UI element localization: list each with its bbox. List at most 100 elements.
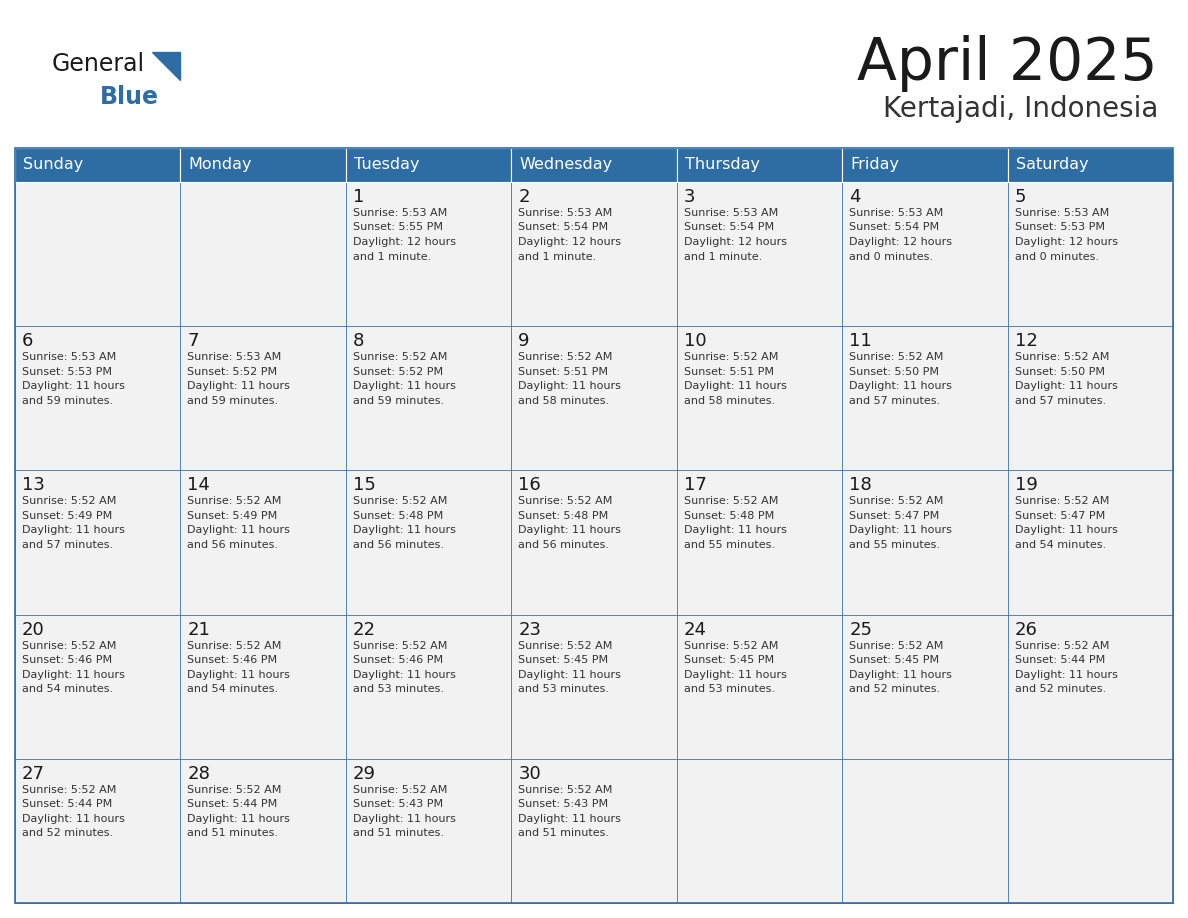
- Text: Sunrise: 5:52 AM: Sunrise: 5:52 AM: [353, 641, 447, 651]
- Bar: [181, 470, 346, 614]
- Bar: [842, 614, 1007, 759]
- Text: 6: 6: [23, 332, 33, 350]
- Text: April 2025: April 2025: [858, 35, 1158, 92]
- Text: 5: 5: [1015, 188, 1026, 206]
- Text: Daylight: 12 hours: Daylight: 12 hours: [353, 237, 456, 247]
- Text: and 59 minutes.: and 59 minutes.: [188, 396, 278, 406]
- Bar: [346, 326, 511, 470]
- Text: Sunset: 5:54 PM: Sunset: 5:54 PM: [849, 222, 940, 232]
- Bar: [511, 614, 677, 759]
- Text: Thursday: Thursday: [684, 158, 759, 173]
- Text: and 57 minutes.: and 57 minutes.: [849, 396, 940, 406]
- Text: and 55 minutes.: and 55 minutes.: [684, 540, 775, 550]
- Text: 2: 2: [518, 188, 530, 206]
- Bar: [511, 148, 677, 182]
- Text: 16: 16: [518, 476, 541, 495]
- Text: Sunset: 5:51 PM: Sunset: 5:51 PM: [684, 366, 773, 376]
- Text: Daylight: 11 hours: Daylight: 11 hours: [849, 669, 952, 679]
- Bar: [677, 614, 842, 759]
- Text: 9: 9: [518, 332, 530, 350]
- Text: Sunrise: 5:53 AM: Sunrise: 5:53 AM: [353, 208, 447, 218]
- Bar: [677, 759, 842, 903]
- Text: and 53 minutes.: and 53 minutes.: [684, 684, 775, 694]
- Text: Sunset: 5:54 PM: Sunset: 5:54 PM: [684, 222, 773, 232]
- Text: Sunset: 5:47 PM: Sunset: 5:47 PM: [849, 511, 940, 521]
- Bar: [511, 326, 677, 470]
- Text: 11: 11: [849, 332, 872, 350]
- Bar: [346, 470, 511, 614]
- Text: Sunrise: 5:52 AM: Sunrise: 5:52 AM: [1015, 497, 1108, 507]
- Text: Daylight: 11 hours: Daylight: 11 hours: [849, 381, 952, 391]
- Text: and 59 minutes.: and 59 minutes.: [23, 396, 113, 406]
- Text: Daylight: 11 hours: Daylight: 11 hours: [518, 381, 621, 391]
- Text: and 55 minutes.: and 55 minutes.: [849, 540, 940, 550]
- Text: Sunset: 5:53 PM: Sunset: 5:53 PM: [23, 366, 112, 376]
- Text: and 59 minutes.: and 59 minutes.: [353, 396, 444, 406]
- Text: and 52 minutes.: and 52 minutes.: [23, 828, 113, 838]
- Text: 10: 10: [684, 332, 707, 350]
- Text: Sunset: 5:48 PM: Sunset: 5:48 PM: [684, 511, 773, 521]
- Text: and 54 minutes.: and 54 minutes.: [1015, 540, 1106, 550]
- Bar: [511, 182, 677, 326]
- Text: 7: 7: [188, 332, 198, 350]
- Text: and 54 minutes.: and 54 minutes.: [23, 684, 113, 694]
- Text: Sunrise: 5:52 AM: Sunrise: 5:52 AM: [23, 785, 116, 795]
- Text: Sunrise: 5:52 AM: Sunrise: 5:52 AM: [1015, 641, 1108, 651]
- Bar: [346, 148, 511, 182]
- Bar: [1007, 326, 1173, 470]
- Text: and 51 minutes.: and 51 minutes.: [518, 828, 609, 838]
- Text: Daylight: 11 hours: Daylight: 11 hours: [684, 381, 786, 391]
- Bar: [677, 148, 842, 182]
- Bar: [15, 326, 181, 470]
- Text: Sunset: 5:52 PM: Sunset: 5:52 PM: [353, 366, 443, 376]
- Text: Daylight: 11 hours: Daylight: 11 hours: [1015, 669, 1118, 679]
- Text: Daylight: 11 hours: Daylight: 11 hours: [684, 525, 786, 535]
- Text: Sunrise: 5:52 AM: Sunrise: 5:52 AM: [849, 353, 943, 363]
- Text: Sunset: 5:44 PM: Sunset: 5:44 PM: [188, 800, 278, 810]
- Bar: [346, 759, 511, 903]
- Bar: [842, 326, 1007, 470]
- Text: 26: 26: [1015, 621, 1037, 639]
- Text: Sunrise: 5:52 AM: Sunrise: 5:52 AM: [518, 497, 613, 507]
- Bar: [181, 182, 346, 326]
- Bar: [1007, 182, 1173, 326]
- Bar: [181, 148, 346, 182]
- Text: Daylight: 11 hours: Daylight: 11 hours: [23, 669, 125, 679]
- Text: Sunrise: 5:52 AM: Sunrise: 5:52 AM: [849, 497, 943, 507]
- Text: Daylight: 11 hours: Daylight: 11 hours: [23, 525, 125, 535]
- Bar: [842, 759, 1007, 903]
- Text: Sunrise: 5:52 AM: Sunrise: 5:52 AM: [353, 353, 447, 363]
- Text: Sunrise: 5:52 AM: Sunrise: 5:52 AM: [684, 497, 778, 507]
- Text: 4: 4: [849, 188, 860, 206]
- Text: 19: 19: [1015, 476, 1037, 495]
- Text: Daylight: 11 hours: Daylight: 11 hours: [188, 381, 290, 391]
- Text: Sunrise: 5:52 AM: Sunrise: 5:52 AM: [188, 497, 282, 507]
- Text: and 52 minutes.: and 52 minutes.: [1015, 684, 1106, 694]
- Text: Sunset: 5:55 PM: Sunset: 5:55 PM: [353, 222, 443, 232]
- Text: and 56 minutes.: and 56 minutes.: [518, 540, 609, 550]
- Text: and 56 minutes.: and 56 minutes.: [188, 540, 278, 550]
- Text: Sunrise: 5:53 AM: Sunrise: 5:53 AM: [849, 208, 943, 218]
- Text: Sunset: 5:47 PM: Sunset: 5:47 PM: [1015, 511, 1105, 521]
- Bar: [181, 614, 346, 759]
- Text: Sunset: 5:46 PM: Sunset: 5:46 PM: [23, 655, 112, 666]
- Text: Sunset: 5:52 PM: Sunset: 5:52 PM: [188, 366, 278, 376]
- Text: Kertajadi, Indonesia: Kertajadi, Indonesia: [883, 95, 1158, 123]
- Text: Sunrise: 5:52 AM: Sunrise: 5:52 AM: [23, 641, 116, 651]
- Text: Sunset: 5:48 PM: Sunset: 5:48 PM: [518, 511, 608, 521]
- Text: Daylight: 12 hours: Daylight: 12 hours: [684, 237, 786, 247]
- Text: and 0 minutes.: and 0 minutes.: [1015, 252, 1099, 262]
- Text: Sunset: 5:46 PM: Sunset: 5:46 PM: [353, 655, 443, 666]
- Text: 3: 3: [684, 188, 695, 206]
- Text: Sunrise: 5:53 AM: Sunrise: 5:53 AM: [684, 208, 778, 218]
- Text: Sunrise: 5:53 AM: Sunrise: 5:53 AM: [23, 353, 116, 363]
- Text: Sunset: 5:54 PM: Sunset: 5:54 PM: [518, 222, 608, 232]
- Text: 18: 18: [849, 476, 872, 495]
- Text: Sunday: Sunday: [23, 158, 83, 173]
- Text: Daylight: 11 hours: Daylight: 11 hours: [684, 669, 786, 679]
- Text: 13: 13: [23, 476, 45, 495]
- Bar: [511, 759, 677, 903]
- Text: Sunset: 5:43 PM: Sunset: 5:43 PM: [353, 800, 443, 810]
- Text: Sunset: 5:49 PM: Sunset: 5:49 PM: [188, 511, 278, 521]
- Text: Sunrise: 5:52 AM: Sunrise: 5:52 AM: [353, 497, 447, 507]
